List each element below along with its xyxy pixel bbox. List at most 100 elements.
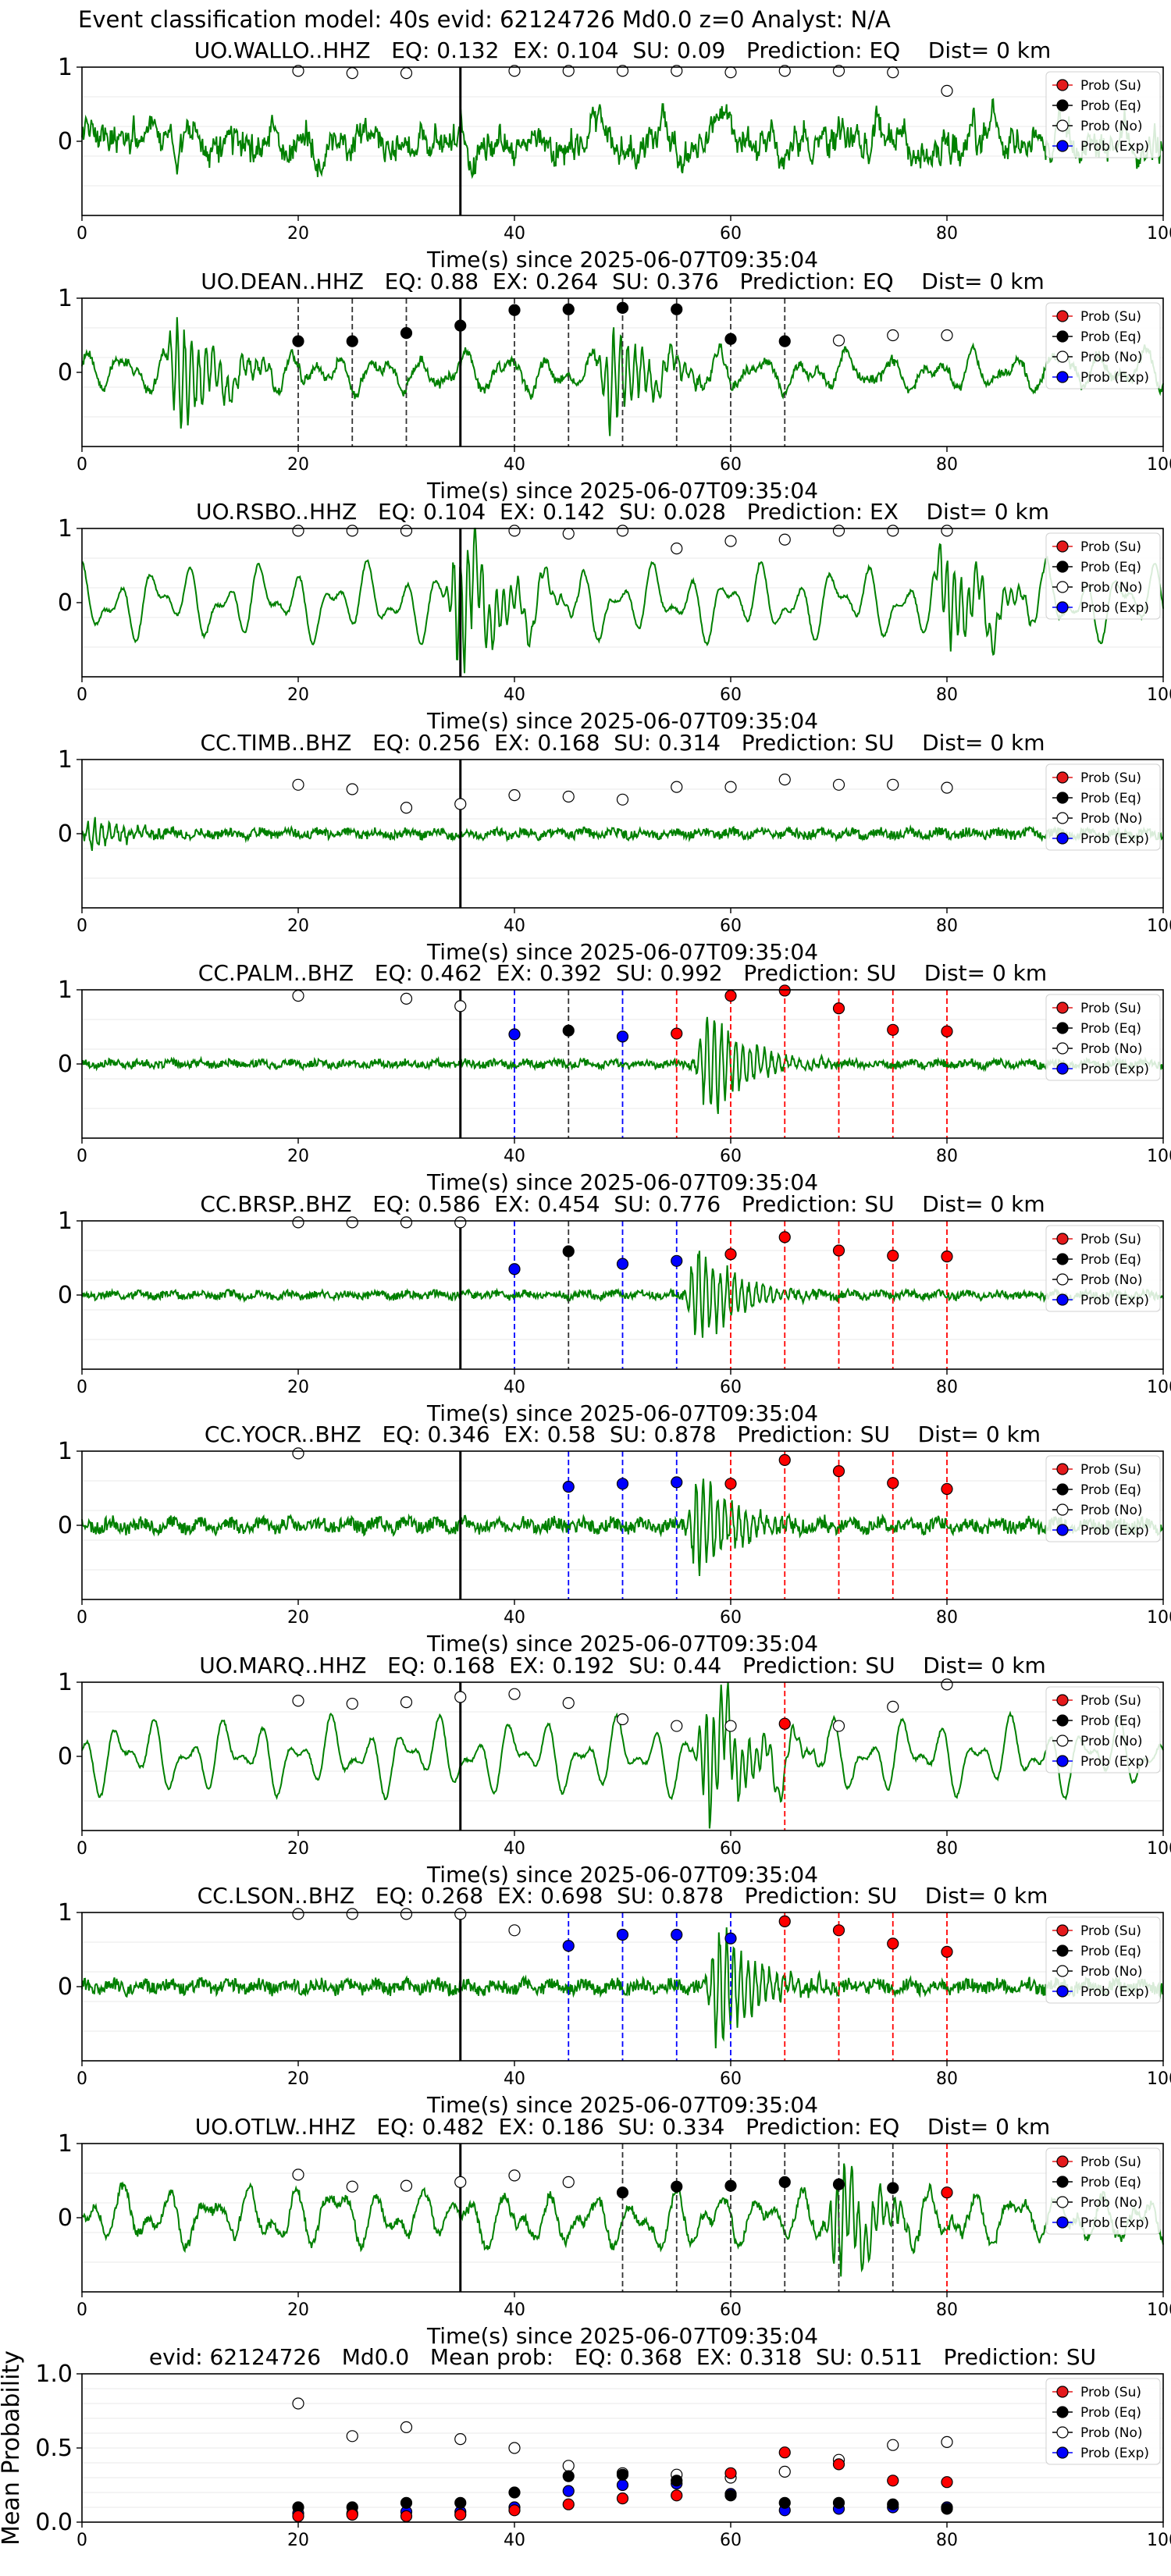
prob-point-no	[887, 1700, 899, 1713]
legend: Prob (Su) Prob (Eq) Prob (No) Prob (Exp)	[1045, 532, 1161, 620]
prob-point-eq	[832, 2178, 845, 2190]
legend-label: Prob (Exp)	[1080, 1754, 1149, 1770]
legend-label: Prob (No)	[1080, 2425, 1143, 2441]
y-tick-label: 1	[58, 2130, 73, 2158]
legend-box	[1045, 1686, 1161, 1773]
legend: Prob (Su) Prob (Eq) Prob (No) Prob (Exp)	[1045, 2147, 1161, 2234]
waveform-trace	[81, 1681, 1164, 1828]
prob-point-no	[832, 1719, 845, 1732]
panel-title: UO.RSBO..HHZ EQ: 0.104 EX: 0.142 SU: 0.0…	[196, 499, 1049, 525]
prob-point-eq	[832, 2496, 845, 2509]
legend-label: Prob (No)	[1080, 1503, 1143, 1518]
legend-marker	[1056, 1924, 1069, 1937]
prob-point-eq	[671, 2179, 683, 2193]
legend-marker	[1056, 2446, 1069, 2459]
station-chart: UO.DEAN..HHZ EQ: 0.88 EX: 0.264 SU: 0.37…	[58, 269, 1171, 503]
prob-point-no	[454, 2176, 467, 2188]
x-tick-label: 60	[720, 2531, 742, 2550]
y-tick-label: 1	[58, 54, 73, 81]
x-tick-label: 40	[504, 455, 525, 475]
legend-marker	[1056, 1293, 1069, 1306]
y-axis-label: Mean Probability	[0, 2350, 25, 2546]
x-axis-label: Time(s) since 2025-06-07T09:35:04	[426, 1862, 818, 1888]
legend-box	[1045, 532, 1161, 620]
prob-point-exp	[671, 1254, 683, 1267]
prob-point-no	[941, 781, 953, 794]
y-tick-label: 0	[58, 128, 73, 155]
prob-point-su	[887, 1249, 899, 1261]
prob-point-no	[887, 525, 899, 537]
prob-point-no	[616, 793, 629, 806]
prob-point-su	[724, 1247, 737, 1260]
legend-marker	[1056, 2406, 1069, 2418]
prob-point-eq	[400, 326, 413, 339]
prob-point-no	[292, 1694, 304, 1706]
prob-point-no	[346, 2430, 358, 2443]
waveform-trace	[81, 2162, 1164, 2276]
x-tick-label: 40	[504, 1147, 525, 1166]
x-tick-label: 100	[1147, 2300, 1171, 2320]
legend-label: Prob (No)	[1080, 1272, 1143, 1288]
prob-point-no	[941, 525, 953, 537]
prob-point-no	[292, 778, 304, 791]
prob-point-su	[400, 2510, 413, 2522]
legend-label: Prob (Eq)	[1080, 2405, 1141, 2421]
prob-point-su	[887, 1023, 899, 1036]
station-chart: UO.OTLW..HHZ EQ: 0.482 EX: 0.186 SU: 0.3…	[58, 2114, 1171, 2349]
legend-box	[1045, 1916, 1161, 2004]
legend-box	[1045, 994, 1161, 1081]
legend-label: Prob (No)	[1080, 2195, 1143, 2211]
waveform-trace	[81, 316, 1164, 436]
legend-label: Prob (Su)	[1080, 1232, 1141, 1247]
legend-marker	[1056, 1022, 1069, 1034]
x-tick-label: 0	[77, 2300, 87, 2320]
legend-marker	[1056, 811, 1069, 824]
y-tick-label: 1	[58, 285, 73, 312]
prob-point-no	[562, 528, 575, 540]
legend-label: Prob (Eq)	[1080, 98, 1141, 114]
prob-point-no	[400, 1215, 413, 1229]
x-tick-label: 20	[287, 685, 309, 705]
x-tick-label: 100	[1147, 685, 1171, 705]
prob-point-no	[887, 2439, 899, 2451]
legend-marker	[1056, 1524, 1069, 1536]
prob-point-no	[562, 2176, 575, 2188]
legend-label: Prob (No)	[1080, 580, 1143, 596]
prob-point-no	[346, 2179, 358, 2193]
prob-point-exp	[562, 1480, 575, 1493]
legend-marker	[1056, 770, 1069, 784]
prob-point-no	[346, 782, 358, 795]
legend-label: Prob (Exp)	[1080, 1984, 1149, 2000]
legend: Prob (Su) Prob (Eq) Prob (No) Prob (Exp)	[1045, 1225, 1161, 1311]
prob-point-exp	[616, 2478, 629, 2492]
x-tick-label: 100	[1147, 1608, 1171, 1628]
prob-point-no	[400, 801, 413, 813]
x-tick-label: 40	[504, 1378, 525, 1397]
legend-marker	[1056, 2215, 1069, 2229]
prob-point-eq	[346, 334, 358, 347]
legend-marker	[1056, 1272, 1069, 1286]
x-tick-label: 60	[720, 1378, 742, 1397]
prob-point-exp	[562, 2485, 575, 2497]
x-tick-label: 100	[1147, 2069, 1171, 2089]
x-tick-label: 60	[720, 455, 742, 475]
prob-point-exp	[616, 1030, 629, 1043]
mean-probability-chart: evid: 62124726 Md0.0 Mean prob: EQ: 0.36…	[0, 2344, 1171, 2550]
waveform-trace	[81, 528, 1164, 674]
y-tick-label: 0	[58, 1973, 73, 2001]
prob-point-eq	[292, 334, 304, 347]
legend-label: Prob (Exp)	[1080, 1523, 1149, 1539]
prob-point-exp	[508, 1262, 521, 1275]
x-tick-label: 80	[936, 916, 958, 936]
panel-title: CC.LSON..BHZ EQ: 0.268 EX: 0.698 SU: 0.8…	[198, 1883, 1048, 1909]
legend-marker	[1056, 2154, 1069, 2168]
prob-point-su	[778, 2446, 791, 2459]
legend-label: Prob (Eq)	[1080, 1021, 1141, 1037]
prob-point-exp	[724, 1932, 737, 1944]
y-tick-label: 0	[58, 2204, 73, 2232]
x-tick-label: 20	[287, 1608, 309, 1628]
panel-title: CC.YOCR..BHZ EQ: 0.346 EX: 0.58 SU: 0.87…	[205, 1421, 1041, 1447]
prob-point-no	[887, 66, 899, 79]
prob-point-eq	[508, 2486, 521, 2499]
prob-point-exp	[508, 1028, 521, 1041]
